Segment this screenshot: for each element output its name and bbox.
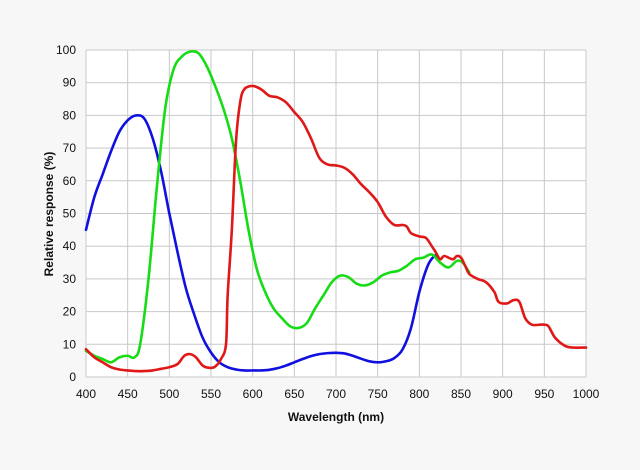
- y-tick-label: 10: [63, 337, 77, 351]
- y-tick-label: 0: [69, 370, 76, 384]
- y-tick-labels: 0 10 20 30 40 50 60 70 80 90 100: [56, 43, 76, 384]
- red-series-line: [84, 84, 588, 373]
- x-tick-label: 800: [409, 387, 429, 401]
- x-tick-label: 900: [493, 387, 513, 401]
- x-tick-labels: 400 450 500 550 600 650 700 750 800 850 900 950 1000: [76, 387, 600, 401]
- green-series-line: [84, 49, 471, 364]
- x-tick-label: 400: [76, 387, 96, 401]
- x-tick-label: 600: [243, 387, 263, 401]
- x-tick-label: 1000: [573, 387, 600, 401]
- grid: [85, 49, 587, 378]
- y-tick-label: 70: [63, 141, 77, 155]
- y-tick-label: 50: [63, 207, 77, 221]
- y-tick-label: 80: [63, 108, 77, 122]
- x-tick-label: 550: [201, 387, 221, 401]
- y-tick-label: 40: [63, 239, 77, 253]
- x-tick-label: 750: [368, 387, 388, 401]
- blue-series-line: [84, 113, 439, 372]
- x-tick-label: 850: [451, 387, 471, 401]
- x-tick-label: 950: [534, 387, 554, 401]
- x-tick-label: 700: [326, 387, 346, 401]
- x-tick-label: 650: [284, 387, 304, 401]
- y-tick-label: 100: [56, 43, 76, 57]
- y-tick-label: 20: [63, 305, 77, 319]
- series-group: [84, 49, 588, 373]
- x-axis-title: Wavelength (nm): [288, 410, 384, 424]
- x-tick-label: 450: [118, 387, 138, 401]
- x-tick-label: 500: [159, 387, 179, 401]
- y-tick-label: 30: [63, 272, 77, 286]
- y-tick-label: 90: [63, 76, 77, 90]
- y-axis-title: Relative response (%): [42, 152, 56, 277]
- y-tick-label: 60: [63, 174, 77, 188]
